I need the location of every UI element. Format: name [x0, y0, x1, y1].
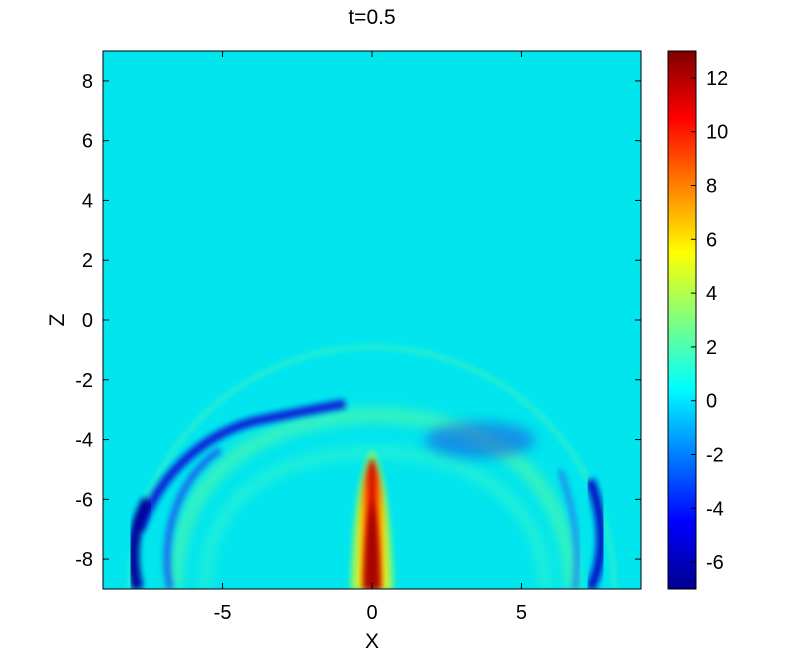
y-axis: 8 6 4 2 0 -2 -4 -6 -8	[75, 71, 641, 571]
colorbar-tick-label: -2	[706, 445, 724, 467]
colorbar-tick-label: 10	[706, 122, 728, 144]
chart-title: t=0.5	[348, 6, 395, 29]
x-tick-label: -5	[214, 602, 232, 624]
colorbar-axis: 12 10 8 6 4 2 0 -2 -4 -6	[691, 68, 728, 574]
y-tick-label: 4	[82, 190, 93, 212]
y-axis-label: Z	[46, 313, 69, 326]
y-tick-label: 8	[82, 71, 93, 93]
negative-band-right-inner	[557, 468, 580, 589]
colorbar-tick-label: 2	[706, 337, 717, 359]
x-axis: -5 0 5	[214, 51, 527, 624]
y-tick-label: -2	[75, 370, 93, 392]
colorbar-tick-label: -4	[706, 498, 724, 520]
negative-band-upper-left	[135, 399, 346, 532]
central-jet-core	[363, 500, 381, 589]
colorbar-tick-label: 12	[706, 68, 728, 90]
x-axis-label: X	[365, 630, 379, 653]
colorbar-tick-label: 0	[706, 391, 717, 413]
y-tick-label: 6	[82, 131, 93, 153]
y-tick-label: -4	[75, 430, 93, 452]
outer-wavefront-arc	[128, 345, 616, 589]
colorbar-tick-label: 8	[706, 176, 717, 198]
negative-band-left-inner	[163, 447, 222, 589]
colorbar-tick-label: 6	[706, 229, 717, 251]
heatmap-field	[103, 51, 641, 589]
colorbar-tick-label: 4	[706, 283, 717, 305]
y-tick-label: 0	[82, 310, 93, 332]
y-tick-label: 2	[82, 250, 93, 272]
y-tick-label: -8	[75, 549, 93, 571]
x-tick-label: 0	[366, 602, 377, 624]
negative-band-left-edge	[127, 497, 154, 589]
x-tick-label: 5	[516, 602, 527, 624]
y-tick-label: -6	[75, 489, 93, 511]
inner-positive-ring	[168, 407, 579, 589]
colorbar-tick-label: -6	[706, 552, 724, 574]
colorbar	[667, 50, 697, 590]
negative-patch-upper-right	[425, 422, 535, 458]
negative-band-right-edge	[585, 478, 607, 589]
